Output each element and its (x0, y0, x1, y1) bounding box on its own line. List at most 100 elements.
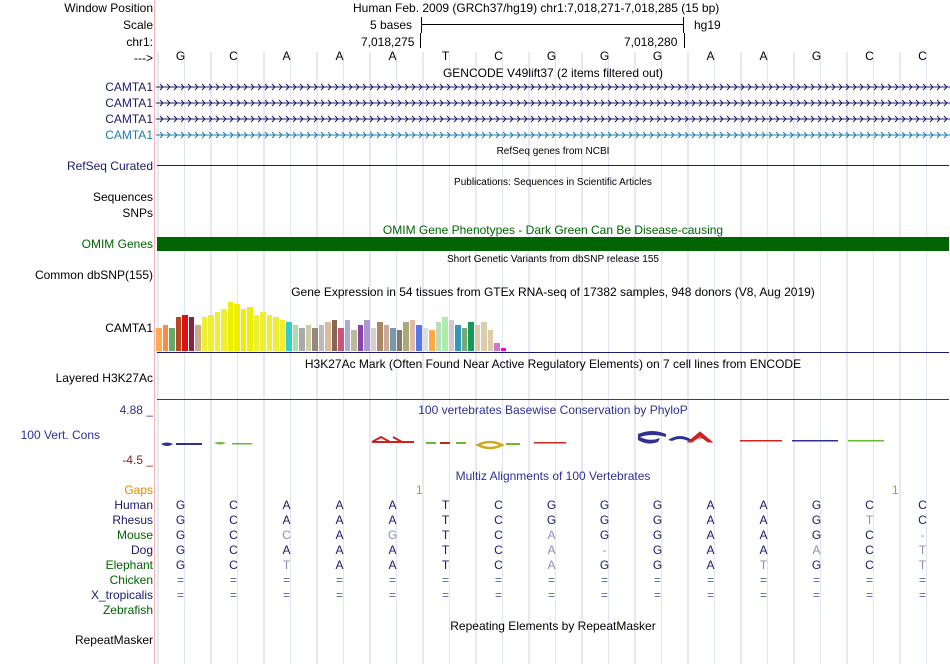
strand-chevron (656, 115, 661, 123)
gtex-tissue-bar[interactable] (292, 325, 298, 351)
species-label[interactable]: Chicken (109, 573, 153, 587)
gtex-tissue-bar[interactable] (416, 325, 422, 351)
omim-gene-bar[interactable] (157, 237, 949, 251)
gtex-tissue-bar[interactable] (325, 322, 331, 351)
gaps-label[interactable]: Gaps (124, 483, 153, 497)
gtex-tissue-bar[interactable] (188, 317, 194, 351)
gtex-tissue-bar[interactable] (409, 320, 415, 351)
gencode-transcript[interactable] (156, 82, 950, 92)
strand-chevron (803, 99, 808, 107)
snps-label[interactable]: SNPs (122, 206, 153, 220)
strand-arrow-label[interactable]: ---> (134, 51, 153, 65)
gtex-tissue-bar[interactable] (175, 317, 181, 351)
strand-chevron (852, 115, 857, 123)
publications-label[interactable]: Sequences (92, 190, 153, 204)
gtex-tissue-bar[interactable] (312, 328, 318, 351)
repeatmasker-label[interactable]: RepeatMasker (74, 633, 153, 647)
strand-chevron (341, 115, 346, 123)
gtex-tissue-bar[interactable] (169, 328, 175, 351)
gtex-tissue-bar[interactable] (435, 322, 441, 351)
gtex-tissue-bar[interactable] (156, 328, 162, 351)
gtex-tissue-bar[interactable] (208, 315, 214, 351)
gtex-tissue-bar[interactable] (253, 315, 259, 351)
gtex-tissue-bar[interactable] (390, 328, 396, 351)
gtex-tissue-bar[interactable] (364, 320, 370, 351)
omim-label[interactable]: OMIM Genes (81, 237, 153, 251)
strand-chevron (894, 83, 899, 91)
gtex-tissue-bar[interactable] (273, 317, 279, 351)
gtex-tissue-bar[interactable] (403, 322, 409, 351)
h3k27ac-label[interactable]: Layered H3K27Ac (55, 371, 153, 385)
gencode-transcript[interactable] (156, 130, 950, 140)
species-label[interactable]: Dog (130, 543, 153, 557)
species-label[interactable]: X_tropicalis (90, 588, 153, 602)
gtex-tissue-bar[interactable] (468, 322, 474, 351)
gtex-tissue-bar[interactable] (195, 325, 201, 351)
strand-chevron (194, 115, 199, 123)
gtex-tissue-bar[interactable] (461, 328, 467, 351)
gtex-tissue-bar[interactable] (221, 309, 227, 351)
gtex-tissue-bar[interactable] (429, 330, 435, 351)
gencode-item-label[interactable]: CAMTA1 (105, 112, 153, 126)
gtex-tissue-bar[interactable] (162, 325, 168, 351)
gencode-item-label[interactable]: CAMTA1 (105, 96, 153, 110)
gtex-tissue-bar[interactable] (383, 325, 389, 351)
gtex-tissue-bar[interactable] (279, 320, 285, 351)
gtex-tissue-bar[interactable] (500, 348, 506, 351)
species-label[interactable]: Rhesus (112, 513, 153, 527)
gencode-item-label[interactable]: CAMTA1 (105, 80, 153, 94)
conservation-label[interactable]: 100 Vert. Cons (20, 428, 100, 442)
gtex-tissue-bar[interactable] (351, 330, 357, 351)
species-label[interactable]: Elephant (105, 558, 153, 572)
gtex-tissue-bar[interactable] (396, 330, 402, 351)
gtex-tissue-bar[interactable] (266, 315, 272, 351)
gtex-tissue-bar[interactable] (422, 328, 428, 351)
gtex-tissue-bar[interactable] (201, 317, 207, 351)
sequence-base: G (546, 49, 557, 63)
gtex-tissue-bar[interactable] (474, 325, 480, 351)
gtex-tissue-bar[interactable] (214, 312, 220, 351)
gencode-item-label[interactable]: CAMTA1 (105, 128, 153, 142)
gtex-tissue-bar[interactable] (357, 325, 363, 351)
gtex-label[interactable]: CAMTA1 (105, 321, 153, 335)
gtex-tissue-bar[interactable] (481, 322, 487, 351)
species-label[interactable]: Zebrafish (102, 603, 153, 617)
alignment-base: G (811, 558, 822, 572)
gtex-tissue-bar[interactable] (305, 325, 311, 351)
gtex-tissue-bar[interactable] (227, 302, 233, 351)
gtex-tissue-bar[interactable] (455, 325, 461, 351)
gtex-tissue-bar[interactable] (182, 315, 188, 351)
window-position-text[interactable]: Human Feb. 2009 (GRCh37/hg19) chr1:7,018… (353, 1, 720, 15)
alignment-base: G (546, 498, 557, 512)
strand-chevron (180, 115, 185, 123)
gencode-transcript[interactable] (156, 98, 950, 108)
gtex-tissue-bar[interactable] (487, 330, 493, 351)
refseq-label[interactable]: RefSeq Curated (66, 159, 153, 173)
refseq-gene-line[interactable] (157, 165, 949, 166)
gtex-tissue-bar[interactable] (318, 325, 324, 351)
strand-chevron (278, 99, 283, 107)
gencode-transcript[interactable] (156, 114, 950, 124)
gtex-tissue-bar[interactable] (286, 322, 292, 351)
species-label[interactable]: Human (114, 498, 153, 512)
species-label[interactable]: Mouse (116, 528, 153, 542)
gtex-tissue-bar[interactable] (331, 320, 337, 351)
gtex-tissue-bar[interactable] (494, 343, 500, 351)
gtex-tissue-bar[interactable] (240, 309, 246, 351)
gtex-tissue-bar[interactable] (370, 328, 376, 351)
gtex-tissue-bar[interactable] (448, 320, 454, 351)
gtex-tissue-bar[interactable] (234, 304, 240, 351)
gtex-tissue-bar[interactable] (247, 307, 253, 351)
strand-chevron (740, 83, 745, 91)
gtex-tissue-bar[interactable] (442, 317, 448, 351)
gtex-tissue-bar[interactable] (299, 328, 305, 351)
gtex-tissue-bar[interactable] (260, 312, 266, 351)
dbsnp-label[interactable]: Common dbSNP(155) (34, 268, 153, 282)
gtex-tissue-bar[interactable] (344, 320, 350, 351)
sequence-base: C (494, 49, 503, 63)
strand-chevron (586, 131, 591, 139)
gtex-tissue-bar[interactable] (338, 328, 344, 351)
alignment-base: A (547, 543, 556, 557)
strand-chevron (348, 99, 353, 107)
gtex-tissue-bar[interactable] (377, 322, 383, 351)
